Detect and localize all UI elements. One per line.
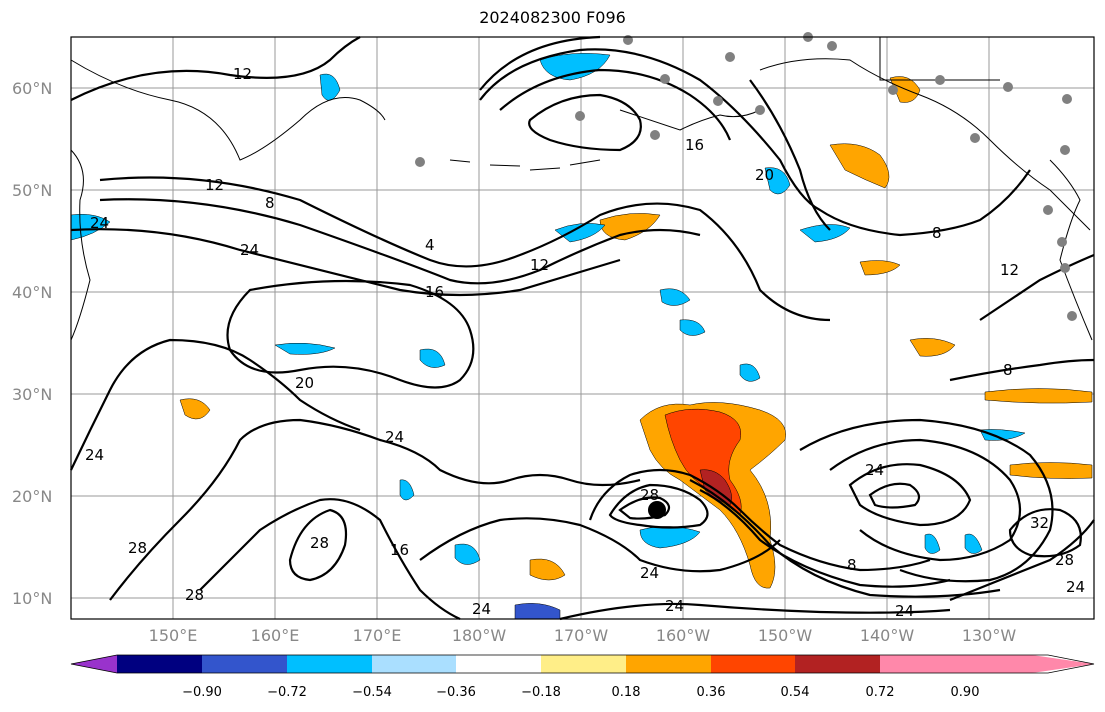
contour-label: 12 bbox=[233, 65, 252, 83]
colorbar-ticks: −0.90 −0.72 −0.54 −0.36 −0.18 0.18 0.36 … bbox=[182, 685, 979, 700]
lat-label: 30°N bbox=[12, 385, 52, 404]
contour-label: 24 bbox=[85, 446, 104, 464]
contour-label: 12 bbox=[530, 256, 549, 274]
lon-label: 150°E bbox=[149, 626, 198, 645]
lon-label: 180°W bbox=[452, 626, 507, 645]
contour-label: 28 bbox=[128, 539, 147, 557]
contour-label: 28 bbox=[310, 534, 329, 552]
contour-label: 32 bbox=[1030, 514, 1049, 532]
lon-label: 170°E bbox=[353, 626, 402, 645]
colorbar-tick: −0.90 bbox=[182, 685, 222, 700]
contour-label: 8 bbox=[847, 556, 857, 574]
contour-label: 24 bbox=[385, 428, 404, 446]
colorbar-bin bbox=[711, 655, 795, 673]
colorbar-bin bbox=[202, 655, 287, 673]
colorbar-bin bbox=[456, 655, 541, 673]
lat-label: 60°N bbox=[12, 79, 52, 98]
colorbar-tick: −0.36 bbox=[436, 685, 476, 700]
contour-label: 24 bbox=[640, 564, 659, 582]
colorbar-tick: −0.54 bbox=[352, 685, 392, 700]
shaded-field bbox=[70, 53, 1093, 620]
colorbar-tick: 0.54 bbox=[781, 685, 810, 700]
colorbar-bin bbox=[287, 655, 372, 673]
lat-label: 20°N bbox=[12, 487, 52, 506]
colorbar-tick: 0.90 bbox=[951, 685, 980, 700]
latitude-labels: 60°N 50°N 40°N 30°N 20°N 10°N bbox=[12, 79, 52, 608]
contour-label: 8 bbox=[1003, 361, 1013, 379]
contour-label: 24 bbox=[240, 241, 259, 259]
lon-label: 170°W bbox=[554, 626, 609, 645]
lon-label: 140°W bbox=[860, 626, 915, 645]
map-title: 2024082300 F096 bbox=[479, 8, 626, 27]
graticule bbox=[71, 37, 1094, 619]
lon-label: 160°W bbox=[656, 626, 711, 645]
contour-label: 12 bbox=[1000, 261, 1019, 279]
colorbar-bin bbox=[626, 655, 711, 673]
contour-label: 24 bbox=[865, 461, 884, 479]
contour-label: 24 bbox=[1066, 578, 1085, 596]
contour-label: 12 bbox=[205, 176, 224, 194]
colorbar-tick: 0.18 bbox=[612, 685, 641, 700]
contour-label: 16 bbox=[425, 283, 444, 301]
contour-label: 4 bbox=[425, 236, 435, 254]
lat-label: 40°N bbox=[12, 283, 52, 302]
map-frame bbox=[70, 36, 1095, 620]
lat-label: 10°N bbox=[12, 589, 52, 608]
contour-label: 8 bbox=[265, 194, 275, 212]
contour-label: 28 bbox=[1055, 551, 1074, 569]
colorbar-tick: 0.72 bbox=[866, 685, 895, 700]
lon-label: 150°W bbox=[758, 626, 813, 645]
contour-label: 20 bbox=[295, 374, 314, 392]
colorbar-tick: −0.72 bbox=[267, 685, 307, 700]
colorbar-tick: 0.36 bbox=[697, 685, 726, 700]
contour-label: 24 bbox=[472, 600, 491, 618]
lon-label: 130°W bbox=[962, 626, 1017, 645]
map-area bbox=[71, 37, 1094, 619]
contour-label: 24 bbox=[665, 597, 684, 615]
contour-label: 16 bbox=[390, 541, 409, 559]
contour-label: 24 bbox=[90, 214, 109, 232]
contour-label: 8 bbox=[932, 224, 942, 242]
contour-label: 16 bbox=[685, 136, 704, 154]
colorbar-extend-low bbox=[71, 655, 117, 673]
contour-label: 24 bbox=[895, 602, 914, 620]
storm-center-marker bbox=[648, 501, 666, 519]
colorbar-bin bbox=[880, 655, 965, 673]
coastlines bbox=[70, 37, 1093, 341]
colorbar bbox=[70, 654, 1095, 674]
contour-label: 28 bbox=[640, 486, 659, 504]
colorbar-bin bbox=[117, 655, 202, 673]
contour-labels: 12 12 8 24 24 4 16 12 16 20 8 12 8 20 24… bbox=[85, 65, 1085, 620]
colorbar-bin bbox=[795, 655, 880, 673]
colorbar-tick: −0.18 bbox=[521, 685, 561, 700]
contour-label: 28 bbox=[185, 586, 204, 604]
longitude-labels: 150°E 160°E 170°E 180°W 170°W 160°W 150°… bbox=[149, 626, 1017, 645]
colorbar-bin bbox=[372, 655, 456, 673]
lat-label: 50°N bbox=[12, 181, 52, 200]
colorbar-bin bbox=[541, 655, 626, 673]
lon-label: 160°E bbox=[251, 626, 300, 645]
contour-lines bbox=[70, 35, 1095, 621]
contour-label: 20 bbox=[755, 166, 774, 184]
